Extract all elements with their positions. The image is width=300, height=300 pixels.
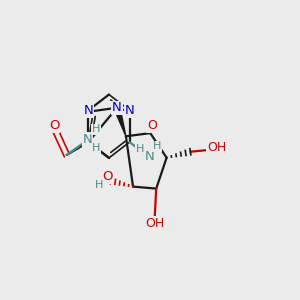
Text: N: N — [145, 150, 154, 163]
Text: O: O — [147, 119, 157, 133]
Text: N: N — [112, 101, 122, 114]
Text: H: H — [153, 141, 161, 152]
Text: N: N — [83, 133, 93, 146]
Text: N: N — [83, 104, 93, 117]
Text: N: N — [125, 104, 134, 117]
Text: H: H — [92, 124, 100, 134]
Text: O: O — [102, 170, 112, 183]
Text: H: H — [136, 144, 144, 154]
Text: H: H — [92, 143, 100, 153]
Text: OH: OH — [145, 217, 164, 230]
Text: O: O — [49, 119, 60, 132]
Text: H: H — [95, 180, 104, 190]
Polygon shape — [114, 106, 126, 136]
Text: OH: OH — [207, 141, 226, 154]
